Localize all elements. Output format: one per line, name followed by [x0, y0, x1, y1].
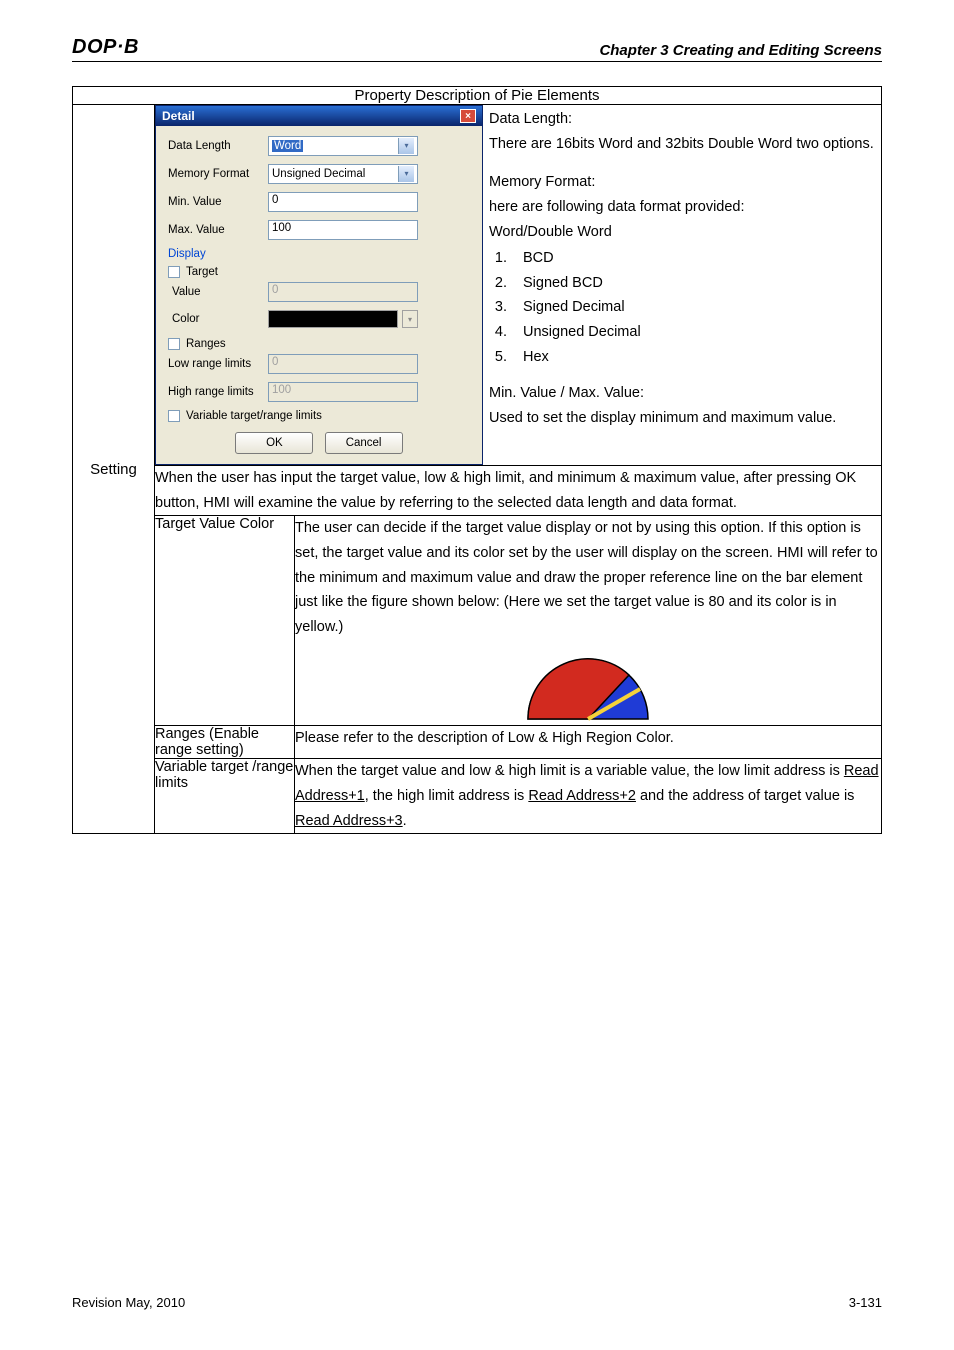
high-range-input: 100 — [268, 382, 418, 402]
dialog-title-text: Detail — [162, 109, 195, 123]
memory-format-select[interactable]: Unsigned Decimal ▾ — [268, 164, 418, 184]
setting-note: When the user has input the target value… — [155, 466, 882, 516]
ranges-label-cell: Ranges (Enable range setting) — [155, 726, 295, 759]
data-length-value: Word — [272, 140, 303, 152]
pie-chart-icon — [518, 645, 658, 723]
chevron-down-icon: ▾ — [398, 166, 414, 182]
min-value-label: Min. Value — [168, 196, 268, 208]
memory-format-desc-title: Memory Format: — [489, 170, 877, 195]
ok-button[interactable]: OK — [235, 432, 313, 454]
low-range-label: Low range limits — [168, 358, 268, 370]
vt-text: . — [403, 813, 407, 829]
table-title: Property Description of Pie Elements — [73, 87, 882, 105]
data-length-desc-text: There are 16bits Word and 32bits Double … — [489, 132, 877, 157]
chevron-down-icon[interactable]: ▾ — [402, 310, 418, 328]
chevron-down-icon: ▾ — [398, 138, 414, 154]
data-length-select[interactable]: Word ▾ — [268, 136, 418, 156]
max-value-input[interactable]: 100 — [268, 220, 418, 240]
color-label: Color — [168, 313, 268, 325]
variable-checkbox[interactable] — [168, 410, 180, 422]
minmax-desc-text: Used to set the display minimum and maxi… — [489, 406, 877, 431]
vt-text: , the high limit address is — [365, 788, 529, 804]
target-value-color-text: The user can decide if the target value … — [295, 520, 878, 635]
vt-u3: Read Address+3 — [295, 813, 403, 829]
variable-target-label: Variable target /range limits — [155, 759, 295, 834]
target-checkbox[interactable] — [168, 266, 180, 278]
memory-format-label: Memory Format — [168, 168, 268, 180]
setting-label: Setting — [73, 105, 155, 834]
close-icon[interactable]: × — [460, 109, 476, 123]
target-value-color-desc: The user can decide if the target value … — [295, 516, 882, 726]
revision-text: Revision May, 2010 — [72, 1295, 185, 1310]
description-panel: Data Length: There are 16bits Word and 3… — [483, 105, 881, 465]
target-check-label: Target — [186, 266, 218, 278]
chapter-title: Chapter 3 Creating and Editing Screens — [599, 42, 882, 59]
list-item: Hex — [511, 345, 877, 370]
memory-format-list: BCD Signed BCD Signed Decimal Unsigned D… — [489, 246, 877, 369]
low-range-input: 0 — [268, 354, 418, 374]
vt-text: When the target value and low & high lim… — [295, 763, 844, 779]
target-value-input: 0 — [268, 282, 418, 302]
memory-format-desc-intro: here are following data format provided: — [489, 195, 877, 220]
logo: DOP·B — [72, 36, 139, 59]
minmax-desc-title: Min. Value / Max. Value: — [489, 381, 877, 406]
list-item: BCD — [511, 246, 877, 271]
list-item: Signed BCD — [511, 271, 877, 296]
memory-format-desc-sub: Word/Double Word — [489, 220, 877, 245]
variable-check-label: Variable target/range limits — [186, 410, 322, 422]
dialog-titlebar: Detail × — [156, 106, 482, 126]
data-length-desc-title: Data Length: — [489, 107, 877, 132]
min-value-input[interactable]: 0 — [268, 192, 418, 212]
ranges-checkbox[interactable] — [168, 338, 180, 350]
memory-format-value: Unsigned Decimal — [272, 168, 365, 180]
display-group-label: Display — [168, 248, 470, 260]
vt-text: and the address of target value is — [636, 788, 854, 804]
vt-u2: Read Address+2 — [528, 788, 636, 804]
target-value-color-label: Target Value Color — [155, 516, 295, 726]
target-color-swatch[interactable] — [268, 310, 398, 328]
max-value-label: Max. Value — [168, 224, 268, 236]
page-header: DOP·B Chapter 3 Creating and Editing Scr… — [72, 36, 882, 62]
list-item: Signed Decimal — [511, 295, 877, 320]
page-footer: Revision May, 2010 3-131 — [72, 1235, 882, 1310]
high-range-label: High range limits — [168, 386, 268, 398]
ranges-desc: Please refer to the description of Low &… — [295, 726, 882, 759]
variable-target-desc: When the target value and low & high lim… — [295, 759, 882, 834]
value-label: Value — [168, 286, 268, 298]
property-table: Property Description of Pie Elements Set… — [72, 86, 882, 834]
cancel-button[interactable]: Cancel — [325, 432, 403, 454]
list-item: Unsigned Decimal — [511, 320, 877, 345]
data-length-label: Data Length — [168, 140, 268, 152]
ranges-check-label: Ranges — [186, 338, 226, 350]
detail-dialog: Detail × Data Length Word ▾ — [155, 105, 483, 465]
page-number: 3-131 — [849, 1295, 882, 1310]
